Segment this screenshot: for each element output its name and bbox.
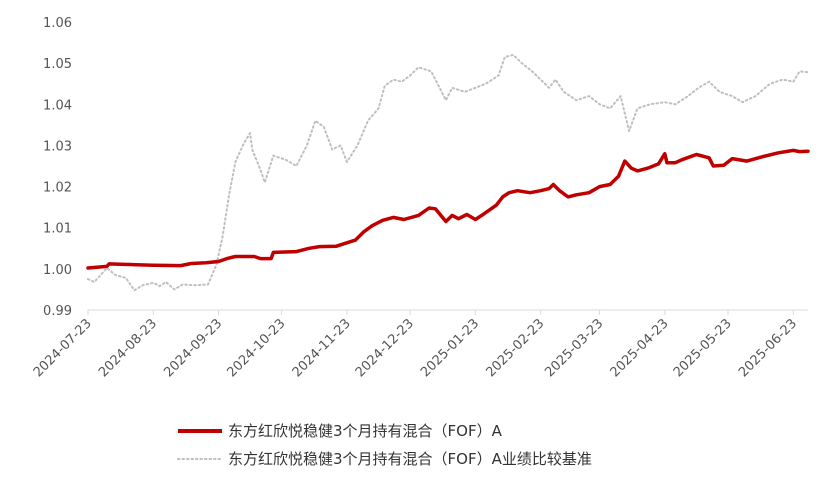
series-line-fund: [86, 148, 810, 270]
series-layer: [86, 53, 810, 292]
series-line-benchmark: [87, 53, 809, 292]
x-tick-label: 2025-02-23: [483, 316, 547, 380]
x-tick-label: 2025-06-23: [736, 316, 800, 380]
x-tick-label: 2025-05-23: [671, 316, 735, 380]
y-tick-label: 1.04: [43, 98, 72, 113]
y-tick-label: 1.02: [43, 181, 72, 196]
x-axis-labels: 2024-07-23 2024-08-23 2024-09-23 2024-10-23…: [31, 316, 800, 380]
x-tick-label: 2024-12-23: [353, 316, 417, 380]
y-tick-label: 1.01: [43, 222, 72, 237]
x-tick-label: 2025-04-23: [608, 316, 672, 380]
x-tick-label: 2024-10-23: [224, 316, 288, 380]
x-tick-label: 2024-11-23: [290, 316, 354, 380]
legend: 东方红欣悦稳健3个月持有混合（FOF）A 东方红欣悦稳健3个月持有混合（FOF）…: [177, 422, 592, 468]
x-tick-label: 2025-01-23: [418, 316, 482, 380]
y-tick-label: 1.00: [43, 263, 72, 278]
y-tick-label: 1.03: [43, 139, 72, 154]
y-tick-label: 0.99: [43, 304, 72, 319]
legend-label-benchmark: 东方红欣悦稳健3个月持有混合（FOF）A业绩比较基准: [228, 450, 592, 468]
x-tick-label: 2025-03-23: [542, 316, 606, 380]
legend-item-benchmark: 东方红欣悦稳健3个月持有混合（FOF）A业绩比较基准: [177, 450, 592, 468]
y-tick-label: 1.06: [43, 16, 72, 31]
legend-item-fund: 东方红欣悦稳健3个月持有混合（FOF）A: [178, 422, 503, 440]
y-axis-labels: 0.99 1.00 1.01 1.02 1.03 1.04 1.05 1.06: [43, 16, 72, 319]
y-tick-label: 1.05: [43, 57, 72, 72]
x-axis-ticks: [87, 310, 794, 315]
x-tick-label: 2024-07-23: [31, 316, 95, 380]
x-tick-label: 2024-09-23: [161, 316, 225, 380]
x-tick-label: 2024-08-23: [96, 316, 160, 380]
legend-label-fund: 东方红欣悦稳健3个月持有混合（FOF）A: [228, 422, 503, 440]
